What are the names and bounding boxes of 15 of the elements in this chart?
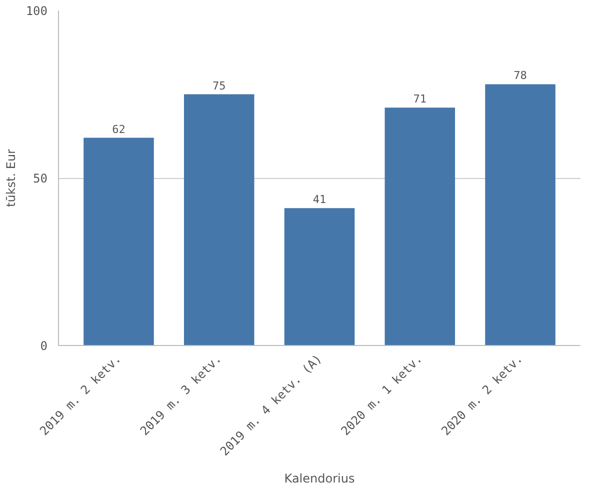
data-label: 62 <box>112 122 126 136</box>
bar <box>284 208 355 346</box>
bar <box>184 94 254 346</box>
bar <box>84 138 154 346</box>
y-tick-label: 100 <box>26 4 48 18</box>
y-tick-label: 0 <box>40 339 48 353</box>
data-label: 41 <box>312 193 326 206</box>
y-tick-label: 50 <box>33 172 48 186</box>
y-axis-title: tūkst. Eur <box>4 148 18 207</box>
bar <box>485 84 556 346</box>
data-label: 78 <box>514 69 527 82</box>
x-axis-title: Kalendorius <box>284 471 355 486</box>
data-label: 71 <box>413 92 427 106</box>
data-label: 75 <box>212 79 226 92</box>
bar <box>384 108 456 346</box>
